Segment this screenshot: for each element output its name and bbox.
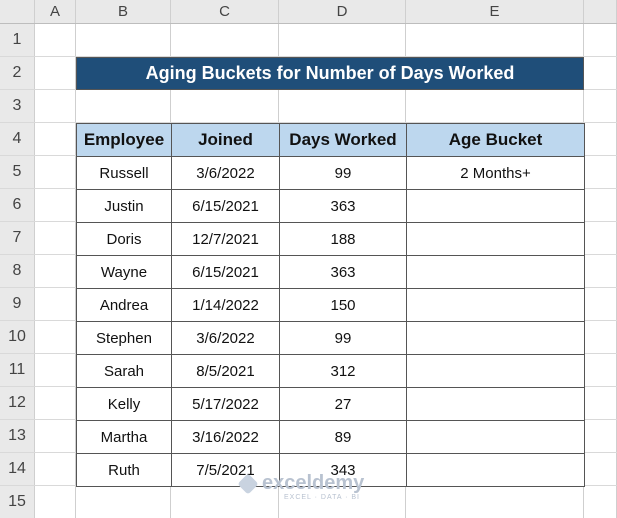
table-header-cell: Days Worked [279,123,407,157]
table-cell[interactable]: 99 [279,321,407,355]
table-cell[interactable]: 8/5/2021 [171,354,280,388]
row-header[interactable]: 10 [0,321,34,353]
table-cell[interactable]: 3/6/2022 [171,321,280,355]
table-cell[interactable]: 89 [279,420,407,454]
table-cell[interactable]: Wayne [76,255,172,289]
table-cell[interactable]: 6/15/2021 [171,189,280,223]
table-cell[interactable] [406,189,585,223]
grid-line [75,0,76,518]
grid-line [0,23,617,24]
table-cell[interactable] [406,255,585,289]
table-cell[interactable] [406,288,585,322]
row-header[interactable]: 1 [0,24,34,56]
table-header-cell: Age Bucket [406,123,585,157]
table-cell[interactable]: 150 [279,288,407,322]
table-header-cell: Employee [76,123,172,157]
title-cell: Aging Buckets for Number of Days Worked [76,57,584,90]
table-cell[interactable]: Justin [76,189,172,223]
row-header[interactable]: 5 [0,156,34,188]
watermark-name: exceldemy [262,472,365,494]
table-cell[interactable]: Sarah [76,354,172,388]
row-header[interactable]: 6 [0,189,34,221]
row-header[interactable]: 11 [0,354,34,386]
table-cell[interactable]: Andrea [76,288,172,322]
table-cell[interactable]: 343 [279,453,407,487]
table-cell[interactable] [406,453,585,487]
table-cell[interactable] [406,387,585,421]
grid-line [0,122,617,123]
table-cell[interactable]: Ruth [76,453,172,487]
row-header[interactable]: 9 [0,288,34,320]
table-cell[interactable]: 363 [279,255,407,289]
table-cell[interactable]: 5/17/2022 [171,387,280,421]
table-cell[interactable]: 6/15/2021 [171,255,280,289]
table-cell[interactable]: Stephen [76,321,172,355]
table-cell[interactable]: 99 [279,156,407,190]
table-cell[interactable]: 12/7/2021 [171,222,280,256]
table-cell[interactable] [406,222,585,256]
table-cell[interactable]: 3/16/2022 [171,420,280,454]
table-cell[interactable]: Martha [76,420,172,454]
table-cell[interactable] [406,354,585,388]
table-cell[interactable] [406,420,585,454]
table-cell[interactable]: 27 [279,387,407,421]
table-cell[interactable]: Kelly [76,387,172,421]
grid-line [0,56,617,57]
column-header[interactable]: A [35,0,75,23]
table-cell[interactable]: 3/6/2022 [171,156,280,190]
table-cell[interactable]: Russell [76,156,172,190]
grid-line [34,0,35,518]
row-header[interactable]: 15 [0,486,34,518]
row-header[interactable]: 4 [0,123,34,155]
row-header[interactable]: 3 [0,90,34,122]
table-cell[interactable]: Doris [76,222,172,256]
table-cell[interactable] [406,321,585,355]
column-header[interactable]: C [171,0,278,23]
row-header[interactable]: 2 [0,57,34,89]
row-header[interactable]: 13 [0,420,34,452]
column-header[interactable]: E [406,0,583,23]
watermark-tagline: EXCEL · DATA · BI [284,494,360,501]
table-cell[interactable]: 2 Months+ [406,156,585,190]
table-cell[interactable]: 188 [279,222,407,256]
column-header[interactable]: B [76,0,170,23]
table-header-cell: Joined [171,123,280,157]
row-header[interactable]: 14 [0,453,34,485]
table-cell[interactable]: 7/5/2021 [171,453,280,487]
table-cell[interactable]: 1/14/2022 [171,288,280,322]
column-header[interactable]: D [279,0,405,23]
table-cell[interactable]: 363 [279,189,407,223]
row-header[interactable]: 8 [0,255,34,287]
row-header[interactable]: 12 [0,387,34,419]
row-header[interactable]: 7 [0,222,34,254]
table-cell[interactable]: 312 [279,354,407,388]
